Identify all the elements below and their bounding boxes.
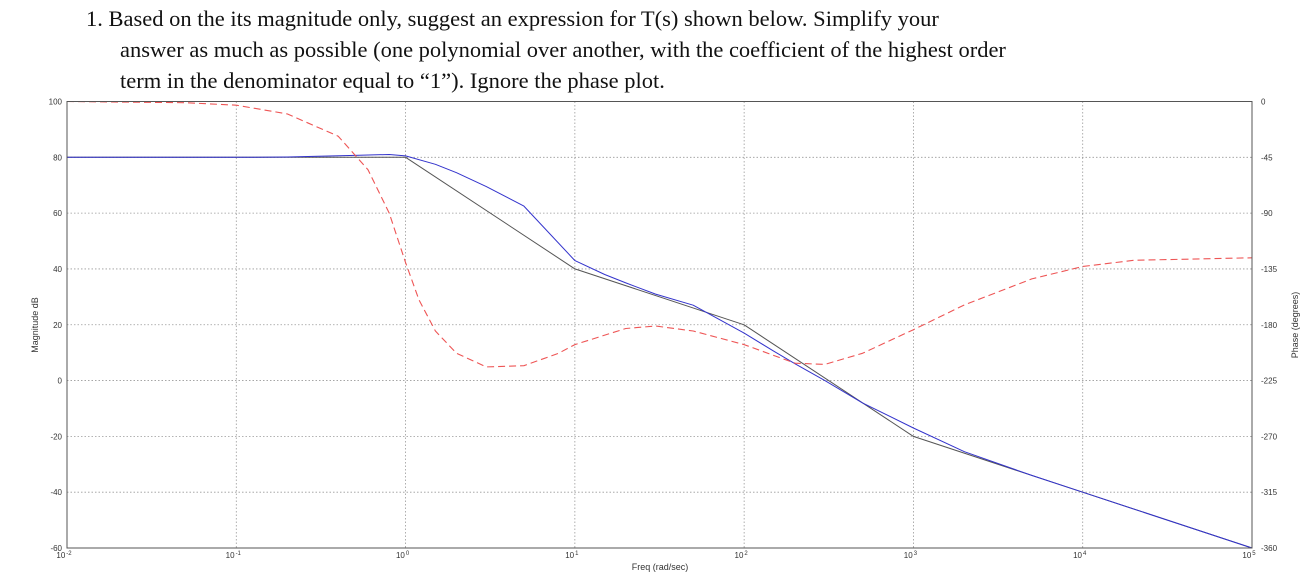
- y2-tick-label: -270: [1261, 432, 1278, 441]
- y2-tick-label: -315: [1261, 488, 1278, 497]
- x-tick-exponent: 4: [1083, 551, 1087, 557]
- magnitude-line: [67, 154, 1253, 549]
- y2-tick-label: -135: [1261, 265, 1278, 274]
- x-tick-label: 10-1: [226, 551, 242, 560]
- y-tick-label: -20: [50, 432, 62, 441]
- x-axis-label: Freq (rad/sec): [632, 562, 689, 572]
- x-tick-exponent: 1: [575, 551, 579, 557]
- y2-tick-label: -90: [1261, 209, 1273, 218]
- question-text: 1. Based on the its magnitude only, sugg…: [86, 3, 1301, 96]
- x-tick-label: 103: [904, 551, 918, 560]
- y2-axis-label: Phase (degrees): [1290, 292, 1300, 359]
- x-tick-exponent: 3: [914, 551, 918, 557]
- y-tick-label: 40: [53, 265, 62, 274]
- question-line-2: answer as much as possible (one polynomi…: [120, 37, 1006, 62]
- x-tick-label: 100: [396, 551, 410, 560]
- y-tick-label: 0: [58, 377, 63, 386]
- y-tick-label: -60: [50, 544, 62, 553]
- x-tick-label: 104: [1073, 551, 1087, 560]
- y-tick-label: 60: [53, 209, 62, 218]
- y2-tick-label: -45: [1261, 153, 1273, 162]
- y2-tick-label: -225: [1261, 377, 1278, 386]
- x-tick-label: 105: [1242, 551, 1256, 560]
- question-line-1: 1. Based on the its magnitude only, sugg…: [86, 6, 939, 31]
- phase-line: [66, 100, 1253, 368]
- x-tick-label: 10-2: [56, 551, 72, 560]
- y-tick-label: 20: [53, 321, 62, 330]
- y2-tick-label: -180: [1261, 321, 1278, 330]
- x-tick-exponent: -2: [66, 551, 72, 557]
- x-tick-exponent: -1: [236, 551, 242, 557]
- y-tick-label: 100: [49, 98, 63, 107]
- x-tick-exponent: 5: [1252, 551, 1256, 557]
- x-tick-label: 101: [565, 551, 579, 560]
- grid: [67, 101, 1252, 548]
- question-line-3: term in the denominator equal to “1”). I…: [120, 68, 665, 93]
- series-layer: [66, 100, 1253, 549]
- x-tick-exponent: 2: [744, 551, 748, 557]
- y-axis-label: Magnitude dB: [30, 297, 40, 353]
- tick-labels: 10-2 10-1 100 101 102 103 104 105100806040200-2…: [49, 98, 1278, 561]
- y-tick-label: -40: [50, 488, 62, 497]
- x-tick-exponent: 0: [406, 551, 410, 557]
- y-tick-label: 80: [53, 153, 62, 162]
- y2-tick-label: -360: [1261, 544, 1278, 553]
- x-tick-label: 102: [735, 551, 749, 560]
- y2-tick-label: 0: [1261, 98, 1266, 107]
- plot-frame: [66, 101, 1253, 549]
